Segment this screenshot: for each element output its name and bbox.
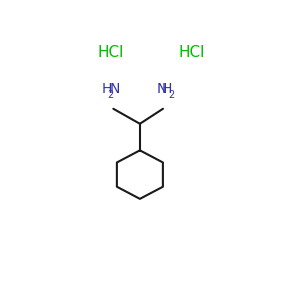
Text: HCl: HCl [98, 45, 124, 60]
Text: N: N [157, 82, 167, 96]
Text: H: H [101, 82, 112, 96]
Text: HCl: HCl [179, 45, 205, 60]
Text: H: H [162, 82, 172, 96]
Text: 2: 2 [107, 90, 114, 100]
Text: N: N [110, 82, 120, 96]
Text: 2: 2 [168, 90, 174, 100]
